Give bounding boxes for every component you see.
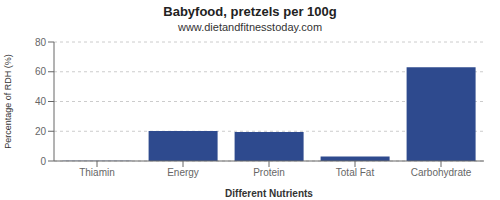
svg-text:20: 20 — [35, 126, 47, 137]
svg-text:0: 0 — [40, 156, 46, 167]
html-text:Babyfood, pretzels per 100g: Babyfood, pretzels per 100g — [163, 4, 337, 19]
svg-text:60: 60 — [35, 66, 47, 77]
html-text:www.dietandfitnesstoday.com: www.dietandfitnesstoday.com — [178, 21, 322, 33]
svg-text:Energy: Energy — [167, 167, 199, 178]
svg-text:Total Fat: Total Fat — [336, 167, 375, 178]
svg-text:40: 40 — [35, 96, 47, 107]
svg-text:80: 80 — [35, 37, 47, 48]
svg-text:Protein: Protein — [253, 167, 285, 178]
svg-text:Thiamin: Thiamin — [79, 167, 115, 178]
svg-text:Percentage of RDH (%): Percentage of RDH (%) — [8, 54, 13, 149]
svg-text:Carbohydrate: Carbohydrate — [411, 167, 472, 178]
svg-text:Different Nutrients: Different Nutrients — [225, 188, 313, 199]
